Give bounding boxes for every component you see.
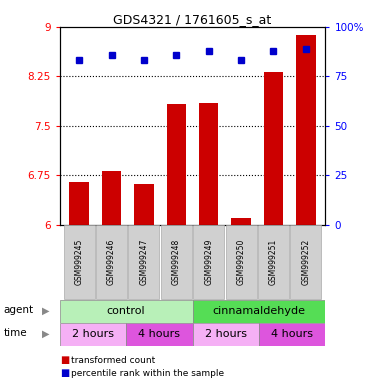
Text: 2 hours: 2 hours (205, 329, 247, 339)
Text: 2 hours: 2 hours (72, 329, 114, 339)
Bar (64, 225, 95, 299)
Bar (134, 184, 154, 225)
Text: GSM999249: GSM999249 (204, 239, 213, 285)
Title: GDS4321 / 1761605_s_at: GDS4321 / 1761605_s_at (113, 13, 272, 26)
Bar (126, 323, 192, 346)
Text: GSM999247: GSM999247 (139, 239, 148, 285)
Bar (199, 103, 218, 225)
Bar (192, 300, 325, 323)
Text: transformed count: transformed count (71, 356, 156, 365)
Text: percentile rank within the sample: percentile rank within the sample (71, 369, 224, 378)
Text: ■: ■ (60, 368, 69, 378)
Text: control: control (107, 306, 146, 316)
Bar (258, 225, 289, 299)
Bar (193, 225, 224, 299)
Text: ■: ■ (60, 355, 69, 365)
Text: ▶: ▶ (42, 328, 49, 338)
Bar (167, 104, 186, 225)
Bar (96, 225, 127, 299)
Bar (192, 323, 259, 346)
Text: 4 hours: 4 hours (138, 329, 180, 339)
Bar (259, 323, 325, 346)
Bar (231, 218, 251, 225)
Bar (60, 300, 192, 323)
Text: GSM999251: GSM999251 (269, 239, 278, 285)
Bar (60, 323, 126, 346)
Text: GSM999252: GSM999252 (301, 239, 310, 285)
Text: 4 hours: 4 hours (271, 329, 313, 339)
Text: cinnamaldehyde: cinnamaldehyde (213, 306, 305, 316)
Text: agent: agent (4, 305, 34, 315)
Text: time: time (4, 328, 27, 338)
Text: ▶: ▶ (42, 305, 49, 315)
Text: GSM999245: GSM999245 (75, 239, 84, 285)
Bar (102, 170, 121, 225)
Text: GSM999246: GSM999246 (107, 239, 116, 285)
Bar (161, 225, 192, 299)
Bar (128, 225, 159, 299)
Bar (264, 72, 283, 225)
Bar (69, 182, 89, 225)
Bar (226, 225, 257, 299)
Text: GSM999250: GSM999250 (237, 239, 246, 285)
Text: GSM999248: GSM999248 (172, 239, 181, 285)
Bar (296, 35, 316, 225)
Bar (290, 225, 321, 299)
